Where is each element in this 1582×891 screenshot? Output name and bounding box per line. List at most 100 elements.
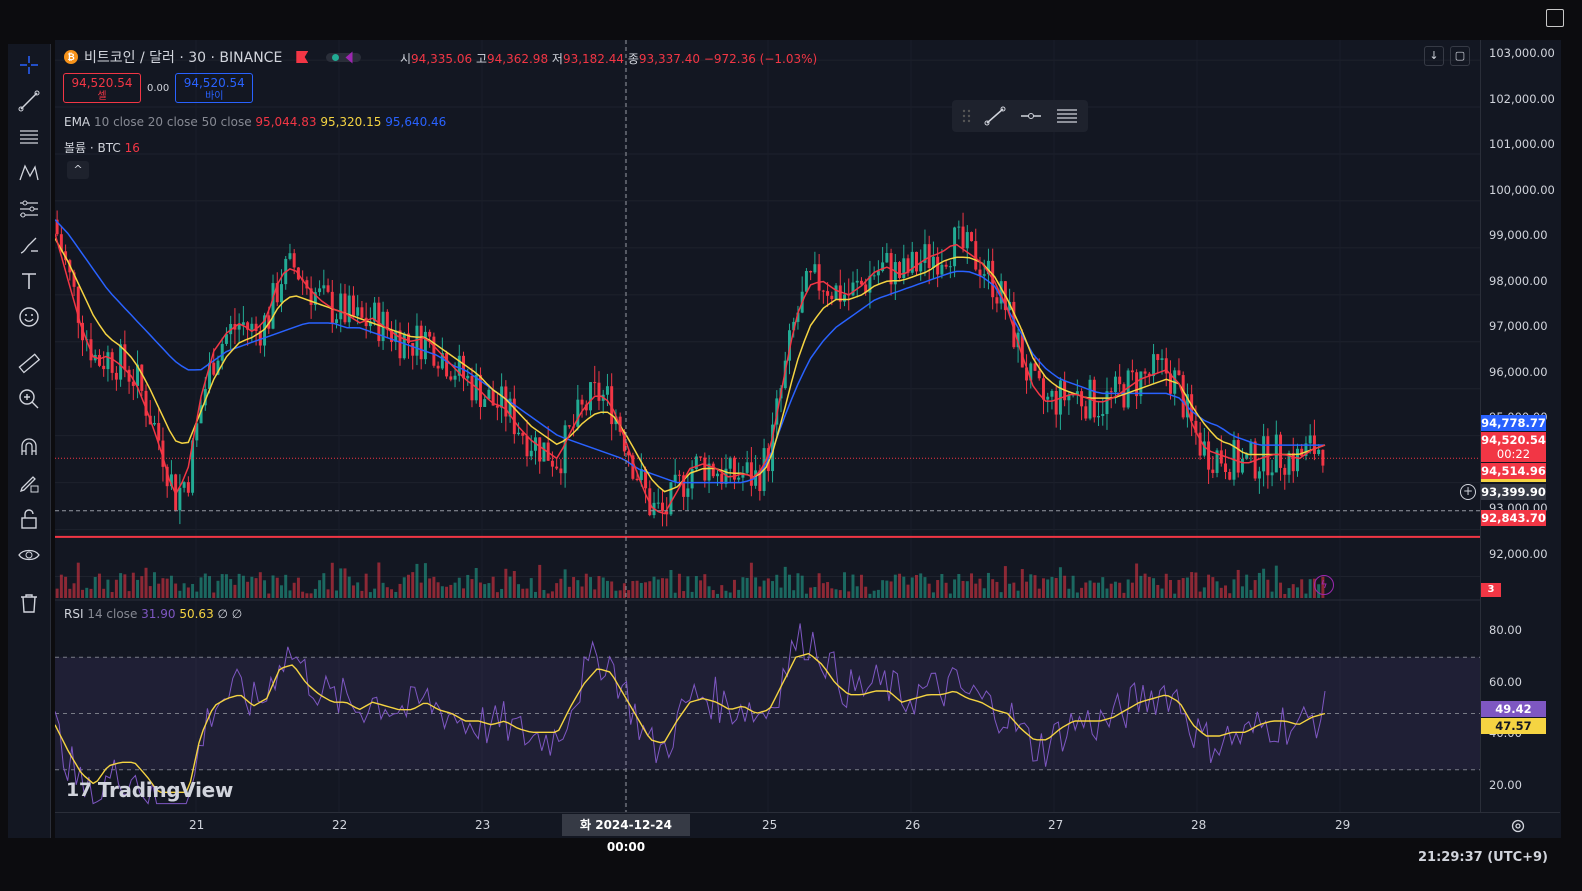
candle-body — [347, 295, 351, 323]
candle-body — [157, 423, 161, 441]
fib-channel-icon[interactable] — [1056, 106, 1078, 126]
candle-body — [1211, 469, 1215, 473]
lightning-icon[interactable]: ϟ — [1314, 575, 1334, 595]
ema-legend[interactable]: EMA 10 close 20 close 50 close 95,044.83… — [64, 115, 447, 129]
emoji-tool-icon[interactable] — [16, 304, 42, 330]
candle-body — [550, 460, 554, 467]
volume-legend[interactable]: 볼륨 · BTC 16 — [64, 141, 140, 155]
tradingview-logo[interactable]: 17 TradingView — [66, 778, 234, 802]
candle-body — [220, 343, 224, 361]
volume-bar — [140, 576, 144, 598]
candle-body — [1296, 448, 1299, 472]
volume-bar — [462, 588, 465, 598]
hide-drawings-icon[interactable] — [16, 542, 42, 568]
horizontal-ray-icon[interactable] — [1020, 106, 1042, 126]
candle-body — [724, 468, 728, 484]
candle-body — [953, 227, 957, 267]
volume-bar — [885, 580, 889, 598]
drag-handle-icon[interactable] — [956, 106, 978, 126]
maximize-window-icon[interactable] — [1546, 9, 1564, 27]
volume-bar — [305, 593, 309, 598]
volume-bar — [529, 578, 533, 598]
volume-bar — [804, 593, 808, 598]
volume-bar — [576, 580, 580, 598]
candle-body — [288, 253, 292, 259]
candle-body — [1147, 373, 1151, 377]
volume-bar — [788, 574, 791, 598]
collapse-legend-button[interactable]: ^ — [67, 161, 89, 179]
ohlc-values: 시94,335.06 고94,362.98 저93,182.44 종93,337… — [400, 52, 818, 66]
candle-body — [1050, 390, 1054, 397]
volume-bar — [1020, 569, 1024, 598]
candle-body — [1291, 453, 1295, 472]
candle-body — [495, 405, 499, 408]
clock[interactable]: 21:29:37 (UTC+9) — [1418, 850, 1548, 865]
candle-body — [893, 262, 897, 285]
volume-bar — [1029, 574, 1033, 598]
floating-drawing-toolbar[interactable] — [952, 100, 1088, 132]
candle-body — [241, 322, 245, 325]
volume-bar — [521, 588, 525, 598]
volume-bar — [131, 572, 135, 598]
candle-body — [1249, 441, 1253, 454]
candle-body — [618, 416, 622, 432]
volume-bar — [813, 587, 817, 598]
trend-line-icon[interactable] — [984, 106, 1006, 126]
candle-body — [525, 435, 529, 457]
volume-bar — [1067, 588, 1071, 598]
stay-drawing-mode-icon[interactable] — [16, 470, 42, 496]
candle-body — [830, 295, 834, 300]
candle-body — [957, 226, 961, 228]
candle-body — [580, 399, 584, 405]
forecast-tool-icon[interactable] — [16, 196, 42, 222]
candle-body — [1105, 391, 1109, 415]
candle-body — [792, 321, 796, 331]
text-tool-icon[interactable] — [16, 268, 42, 294]
trash-icon[interactable] — [16, 590, 42, 616]
crosshair-tool-icon[interactable] — [16, 52, 42, 78]
candle-body — [161, 440, 165, 467]
volume-bar — [373, 588, 377, 598]
volume-bar — [978, 578, 982, 598]
maximize-pane-icon[interactable]: ▢ — [1450, 46, 1470, 66]
candle-body — [1321, 449, 1325, 466]
volume-bar — [1262, 568, 1266, 598]
pattern-tool-icon[interactable] — [16, 160, 42, 186]
volume-bar — [601, 577, 605, 598]
lock-drawings-icon[interactable] — [16, 506, 42, 532]
volume-bar — [703, 574, 707, 598]
candle-body — [1308, 435, 1312, 444]
ruler-tool-icon[interactable] — [16, 350, 42, 376]
buy-button[interactable]: 94,520.54 바이 — [175, 73, 254, 103]
volume-bar — [1291, 584, 1295, 598]
candle-body — [55, 219, 59, 235]
magnet-icon[interactable] — [16, 434, 42, 460]
volume-bar — [76, 562, 80, 598]
volume-bar — [699, 580, 703, 598]
market-status-badge[interactable] — [326, 51, 362, 63]
rsi-legend[interactable]: RSI 14 close 31.90 50.63 ∅ ∅ — [64, 607, 243, 621]
volume-bar — [68, 588, 72, 598]
trend-line-tool-icon[interactable] — [16, 88, 42, 114]
candle-body — [1097, 415, 1100, 418]
time-tick: 29 — [1335, 818, 1351, 832]
volume-bar — [313, 588, 317, 598]
sell-button[interactable]: 94,520.54 셀 — [63, 73, 141, 103]
volume-bar — [470, 579, 474, 598]
add-alert-icon[interactable]: + — [1460, 484, 1476, 500]
flag-icon[interactable] — [296, 51, 309, 63]
price-chart-canvas[interactable] — [55, 40, 1480, 812]
volume-bar — [1109, 583, 1113, 598]
move-pane-down-icon[interactable]: ↓ — [1424, 46, 1444, 66]
symbol-legend[interactable]: ₿ 비트코인 / 달러 · 30 · BINANCE — [64, 47, 362, 67]
fib-retracement-tool-icon[interactable] — [16, 124, 42, 150]
volume-bar — [191, 583, 195, 598]
time-axis[interactable] — [55, 812, 1560, 839]
zoom-in-icon[interactable] — [16, 386, 42, 412]
volume-bar — [114, 579, 118, 598]
candle-body — [665, 511, 669, 515]
candle-body — [254, 323, 258, 332]
candle-body — [898, 262, 902, 279]
gear-icon[interactable] — [1510, 818, 1526, 834]
brush-tool-icon[interactable] — [16, 232, 42, 258]
